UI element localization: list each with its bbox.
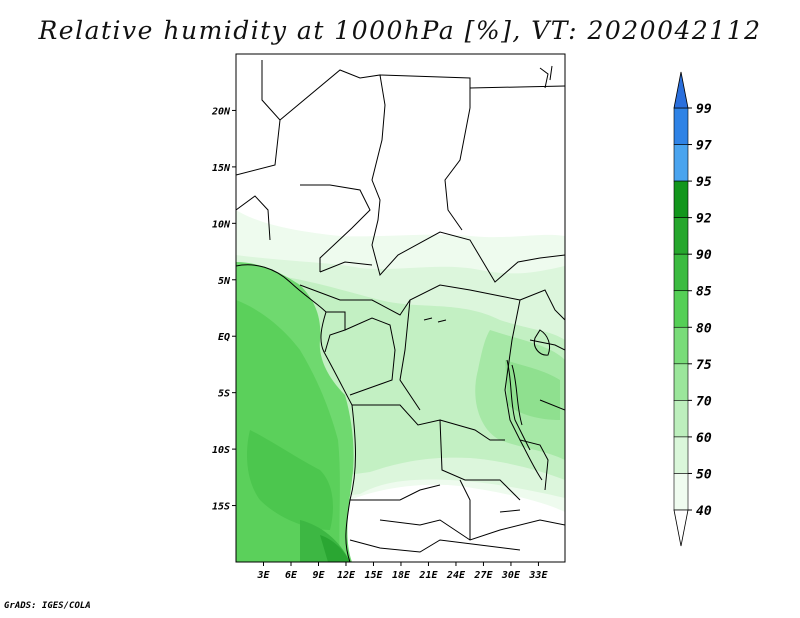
lon-tick-label: 6E <box>285 570 298 581</box>
lat-tick-label: 15S <box>212 502 230 513</box>
colorbar-label: 60 <box>696 431 712 446</box>
colorbar-label: 80 <box>696 321 712 336</box>
colorbar-label: 97 <box>696 139 712 154</box>
colorbar-segment <box>673 144 689 182</box>
country-borders <box>236 60 565 562</box>
colorbar-label: 90 <box>696 248 712 263</box>
lat-tick-label: 10N <box>212 219 231 230</box>
lon-tick-label: 15E <box>364 570 383 581</box>
lon-tick-label: 24E <box>446 570 466 581</box>
lat-tick-label: 5S <box>218 389 230 400</box>
colorbar-segment <box>673 473 689 511</box>
lat-tick-label: 5N <box>218 276 231 287</box>
colorbar-upper-extend <box>673 71 689 109</box>
lat-tick-label: 20N <box>211 106 231 117</box>
colorbar-label: 40 <box>696 504 712 519</box>
lon-tick-label: 9E <box>312 570 325 581</box>
colorbar-label: 99 <box>696 102 712 117</box>
colorbar-segment <box>673 326 689 365</box>
lat-tick-labels: 20N 15N 10N 5N EQ 5S 10S 15S <box>211 106 231 512</box>
colorbar-segment <box>673 217 689 255</box>
lon-tick-label: 33E <box>528 570 548 581</box>
colorbar-label: 95 <box>696 175 712 190</box>
tick-marks <box>232 109 539 566</box>
lon-tick-label: 27E <box>473 570 493 581</box>
lon-tick-label: 3E <box>256 570 270 581</box>
colorbar-segment <box>673 363 689 401</box>
colorbar: 99 97 95 92 90 85 80 75 70 60 50 40 <box>673 71 712 547</box>
lat-tick-label: 15N <box>212 163 231 174</box>
lon-tick-labels: 3E 6E 9E 12E 15E 18E 21E 24E 27E 30E 33E <box>256 570 548 581</box>
colorbar-segment <box>673 107 689 145</box>
colorbar-label: 85 <box>696 285 712 300</box>
lon-tick-label: 12E <box>337 570 356 581</box>
colorbar-segment <box>673 436 689 474</box>
colorbar-label: 92 <box>696 212 712 227</box>
lon-tick-label: 21E <box>418 570 438 581</box>
colorbar-label: 75 <box>696 358 712 373</box>
colorbar-segment <box>673 290 689 328</box>
lon-tick-label: 30E <box>501 570 521 581</box>
colorbar-segment <box>673 400 689 438</box>
colorbar-label: 50 <box>696 467 712 482</box>
humidity-field <box>236 210 565 562</box>
colorbar-segment <box>673 253 689 292</box>
lat-tick-label: 10S <box>212 445 230 456</box>
chart-title: Relative humidity at 1000hPa [%], VT: 20… <box>38 16 762 45</box>
lon-tick-label: 18E <box>392 570 411 581</box>
lat-tick-label: EQ <box>218 332 230 343</box>
colorbar-label: 70 <box>696 394 712 409</box>
colorbar-lower-extend <box>673 509 689 547</box>
colorbar-segment <box>673 180 689 218</box>
grads-credit: GrADS: IGES/COLA <box>4 601 91 611</box>
